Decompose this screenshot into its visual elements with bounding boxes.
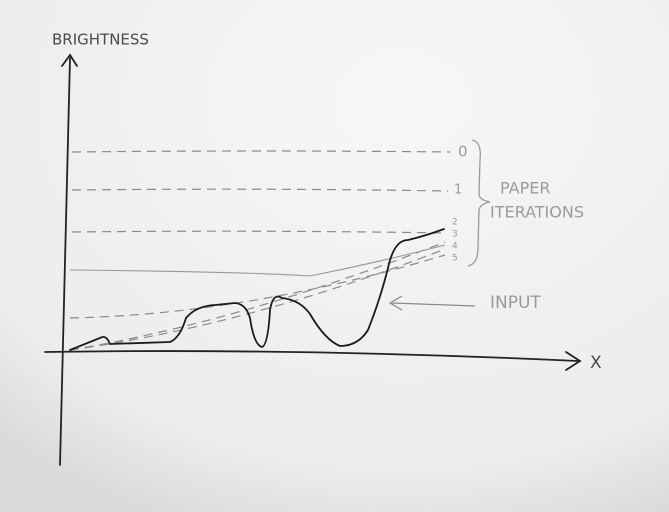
iteration-curve [69, 248, 446, 351]
iteration-label: 4 [452, 242, 458, 252]
x-axis-label: X [590, 353, 602, 373]
iteration-curve [69, 244, 446, 277]
iteration-lines [69, 150, 451, 351]
iteration-label: 5 [452, 254, 458, 264]
y-axis-label: BRIGHTNESS [52, 31, 149, 49]
iteration-label: 1 [454, 183, 462, 198]
iteration-line [71, 150, 451, 153]
iteration-line [71, 188, 449, 192]
iteration-label: 2 [452, 218, 458, 228]
x-axis [44, 350, 579, 362]
iteration-curve [69, 254, 446, 319]
iterations-title: ITERATIONS [490, 203, 584, 222]
iterations-title: PAPER [500, 179, 550, 198]
iteration-label: 3 [452, 230, 458, 240]
brace [467, 139, 491, 267]
x-axis-arrow [565, 351, 582, 371]
axes [44, 53, 582, 466]
input-curve [69, 228, 445, 351]
iteration-line [71, 230, 447, 234]
y-axis [59, 57, 71, 466]
y-axis-arrow [61, 53, 78, 67]
iteration-lines-solid [69, 244, 446, 277]
iteration-curve [69, 241, 446, 351]
iteration-label: 0 [458, 143, 468, 161]
input-arrow [388, 295, 476, 311]
input-label: INPUT [490, 293, 541, 313]
